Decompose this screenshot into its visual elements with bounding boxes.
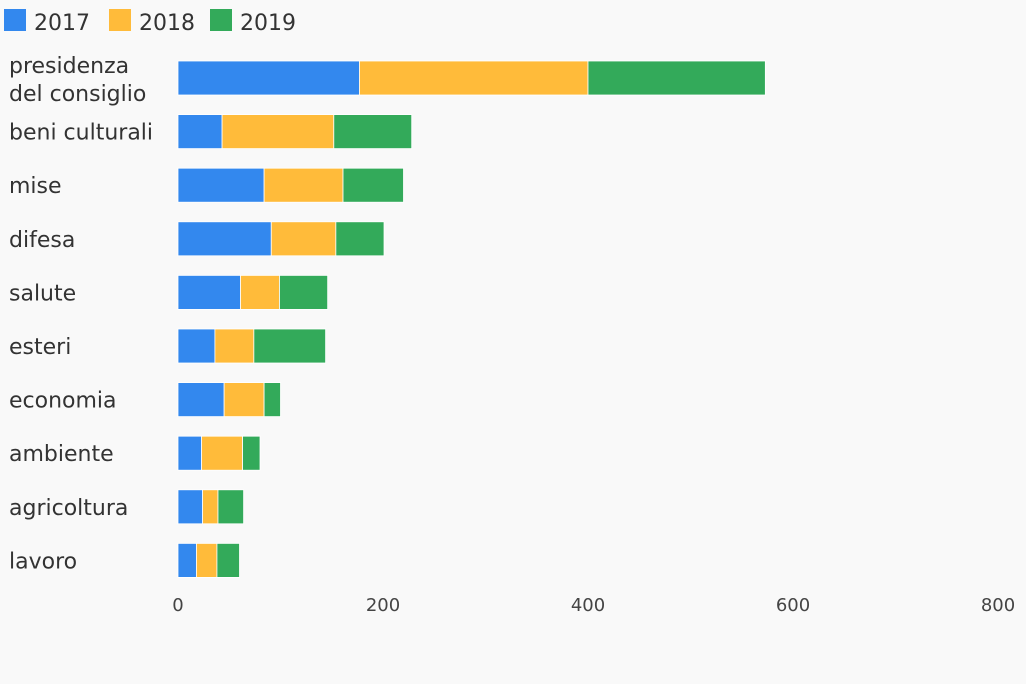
legend-label-2017: 2017 xyxy=(34,11,90,36)
bar-economia-2019 xyxy=(263,382,281,418)
bar-lavoro-2017 xyxy=(177,543,197,578)
category-label-lavoro: lavoro xyxy=(9,549,77,574)
category-label-ambiente: ambiente xyxy=(9,442,114,467)
bar-economia-2017 xyxy=(177,382,225,418)
bar-difesa-2018 xyxy=(270,221,337,257)
bar-presidenza-del-consiglio-2019 xyxy=(587,60,766,96)
x-tick-label-0: 0 xyxy=(172,595,183,616)
bar-difesa-2019 xyxy=(335,221,385,257)
category-labels: presidenza del consiglio beni culturali mis… xyxy=(9,54,153,574)
legend-swatch-2018 xyxy=(109,9,131,31)
category-label-agricoltura: agricoltura xyxy=(9,496,128,521)
x-tick-label-800: 800 xyxy=(981,595,1015,616)
bar-presidenza-del-consiglio-2017 xyxy=(177,60,360,96)
category-label-beni-culturali: beni culturali xyxy=(9,121,153,146)
legend-swatch-2017 xyxy=(4,9,26,31)
bar-mise-2019 xyxy=(342,167,404,203)
bar-esteri-2017 xyxy=(177,328,216,364)
category-label-presidenza-del-consiglio: presidenza del consiglio xyxy=(9,54,146,107)
legend-label-2019: 2019 xyxy=(240,11,296,36)
bar-salute-2019 xyxy=(279,274,329,310)
category-label-salute: salute xyxy=(9,281,76,306)
bar-economia-2018 xyxy=(223,382,265,418)
x-axis: 0 200 400 600 800 xyxy=(172,595,1015,616)
category-label-esteri: esteri xyxy=(9,335,71,360)
x-tick-label-400: 400 xyxy=(571,595,605,616)
bar-beni-culturali-2017 xyxy=(177,114,223,149)
category-label-difesa: difesa xyxy=(9,228,75,253)
legend-label-2018: 2018 xyxy=(139,11,195,36)
bar-presidenza-del-consiglio-2018 xyxy=(359,60,589,96)
bar-ambiente-2017 xyxy=(177,435,202,471)
bar-agricoltura-2019 xyxy=(217,489,245,525)
bar-mise-2018 xyxy=(263,167,344,203)
bar-difesa-2017 xyxy=(177,221,272,257)
category-label-economia: economia xyxy=(9,389,117,414)
bar-beni-culturali-2018 xyxy=(221,114,335,149)
bar-salute-2018 xyxy=(240,274,280,310)
bars xyxy=(177,60,766,578)
bar-beni-culturali-2019 xyxy=(333,114,413,149)
bar-ambiente-2019 xyxy=(242,435,261,471)
bar-salute-2017 xyxy=(177,274,241,310)
bar-esteri-2019 xyxy=(253,328,327,364)
x-tick-label-600: 600 xyxy=(776,595,810,616)
bar-agricoltura-2017 xyxy=(177,489,204,525)
bar-agricoltura-2018 xyxy=(202,489,219,525)
legend-swatch-2019 xyxy=(210,9,232,31)
legend: 2017 2018 2019 xyxy=(4,9,296,36)
x-tick-label-200: 200 xyxy=(366,595,400,616)
bar-lavoro-2018 xyxy=(196,543,218,578)
bar-mise-2017 xyxy=(177,167,265,203)
bar-esteri-2018 xyxy=(214,328,255,364)
bar-lavoro-2019 xyxy=(216,543,240,578)
bar-ambiente-2018 xyxy=(201,435,243,471)
category-label-mise: mise xyxy=(9,174,62,199)
